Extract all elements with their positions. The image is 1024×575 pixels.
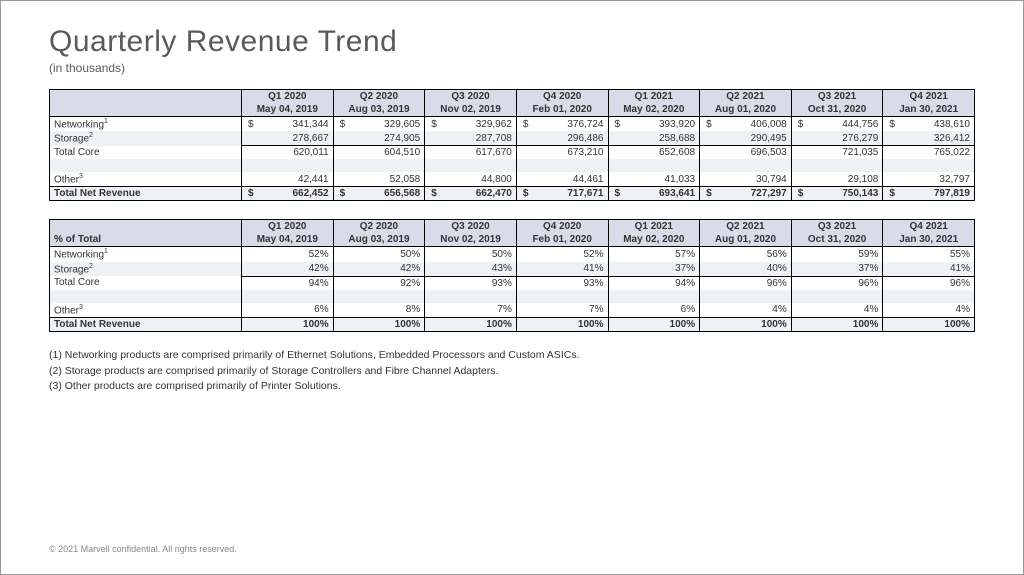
revenue-table-absolute: Q1 2020Q2 2020Q3 2020Q4 2020Q1 2021Q2 20… bbox=[49, 89, 975, 201]
row-other-pct: Other3 6%8%7%7%6%4%4%4% bbox=[50, 303, 975, 318]
row-networking-pct: Networking1 52%50%50%52%57%56%59%55% bbox=[50, 247, 975, 262]
row-spacer bbox=[50, 159, 975, 172]
row-storage: Storage2 278,667274,905287,708296,486258… bbox=[50, 131, 975, 145]
table-header-row: May 04, 2019Aug 03, 2019Nov 02, 2019Feb … bbox=[50, 103, 975, 117]
revenue-table-percent: Q1 2020Q2 2020Q3 2020Q4 2020Q1 2021Q2 20… bbox=[49, 219, 975, 331]
footnote: (1) Networking products are comprised pr… bbox=[49, 348, 975, 364]
row-storage-pct: Storage2 42%42%43%41%37%40%37%41% bbox=[50, 262, 975, 276]
table-header-row: % of Total May 04, 2019Aug 03, 2019Nov 0… bbox=[50, 233, 975, 247]
row-totalnet-pct: Total Net Revenue 100%100%100%100%100%10… bbox=[50, 317, 975, 331]
footnotes: (1) Networking products are comprised pr… bbox=[49, 348, 975, 395]
row-totalnet: Total Net Revenue $662,452 $656,568 $662… bbox=[50, 187, 975, 201]
table-header-row: Q1 2020Q2 2020Q3 2020Q4 2020Q1 2021Q2 20… bbox=[50, 220, 975, 234]
page-title: Quarterly Revenue Trend bbox=[49, 25, 975, 59]
row-networking: Networking1 $341,344 $329,605 $329,962 $… bbox=[50, 117, 975, 132]
row-other: Other3 42,44152,05844,80044,46141,03330,… bbox=[50, 172, 975, 187]
row-spacer bbox=[50, 290, 975, 303]
table-header-row: Q1 2020Q2 2020Q3 2020Q4 2020Q1 2021Q2 20… bbox=[50, 90, 975, 104]
row-totalcore: Total Core 620,011604,510617,670673,2106… bbox=[50, 146, 975, 160]
footnote: (2) Storage products are comprised prima… bbox=[49, 364, 975, 380]
page-subtitle: (in thousands) bbox=[49, 61, 975, 75]
footnote: (3) Other products are comprised primari… bbox=[49, 379, 975, 395]
row-totalcore-pct: Total Core 94%92%93%93%94%96%96%96% bbox=[50, 276, 975, 290]
copyright-text: © 2021 Marvell confidential. All rights … bbox=[49, 544, 237, 554]
